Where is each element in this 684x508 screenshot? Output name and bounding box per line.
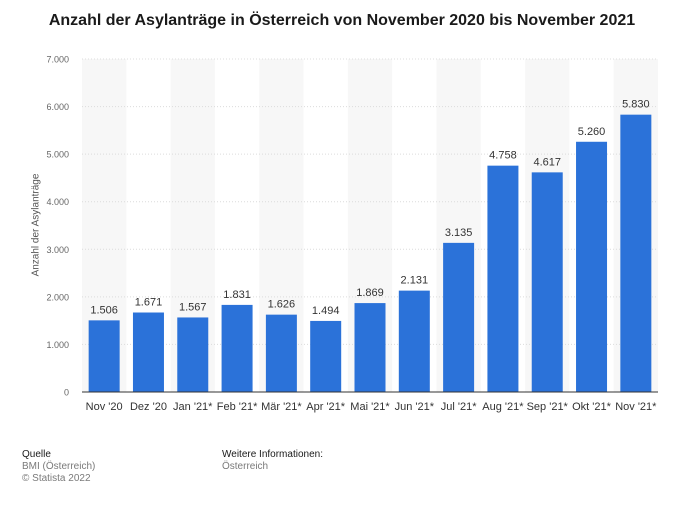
bar-value-label: 4.617	[533, 156, 561, 168]
bar-value-label: 1.869	[356, 287, 384, 299]
y-axis-title-area: Anzahl der Asylanträge	[16, 58, 56, 392]
bar-value-label: 5.260	[578, 126, 606, 138]
bar	[398, 290, 430, 392]
bar	[132, 312, 164, 392]
x-tick-label: Apr '21*	[306, 401, 346, 413]
bar-chart: 0 1.000 2.000 3.000 4.000 5.000 6.000 7.000 1.50…	[46, 55, 658, 413]
x-tick-label: Dez '20	[130, 401, 167, 413]
y-tick-label: 1.000	[46, 340, 69, 350]
bar	[576, 141, 608, 392]
bar	[443, 242, 475, 392]
x-tick-label: Sep '21*	[527, 401, 569, 413]
x-tick-label: Feb '21*	[217, 401, 258, 413]
source-line: BMI (Österreich)	[22, 461, 96, 472]
y-tick-label: 2.000	[46, 292, 69, 302]
chart-title: Anzahl der Asylanträge in Österreich von…	[48, 12, 636, 29]
x-tick-label: Mai '21*	[350, 401, 390, 413]
x-tick-label: Okt '21*	[572, 401, 612, 413]
info-heading: Weitere Informationen:	[222, 449, 323, 460]
bar-value-label: 1.494	[312, 305, 340, 317]
bar	[310, 320, 342, 392]
y-tick-label: 7.000	[46, 55, 69, 65]
bar-value-label: 4.758	[489, 150, 517, 162]
x-tick-label: Aug '21*	[482, 401, 524, 413]
bar	[265, 314, 297, 392]
y-axis-title: Anzahl der Asylanträge	[30, 173, 42, 277]
bar	[88, 320, 120, 392]
info-block: Weitere Informationen: Österreich	[222, 449, 323, 473]
bar	[620, 114, 652, 392]
x-tick-label: Mär '21*	[261, 401, 302, 413]
x-tick-label: Nov '20	[86, 401, 123, 413]
bar-value-label: 3.135	[445, 227, 473, 239]
bar-value-label: 1.831	[223, 289, 251, 301]
bar-value-label: 1.567	[179, 301, 207, 313]
bar-value-label: 5.830	[622, 99, 650, 111]
bar	[487, 165, 519, 392]
bar-value-label: 2.131	[401, 275, 429, 287]
bar	[221, 304, 253, 392]
source-heading: Quelle	[22, 449, 51, 460]
x-tick-label: Jul '21*	[441, 401, 477, 413]
x-tick-label: Jun '21*	[395, 401, 435, 413]
bar	[354, 303, 386, 392]
bar	[531, 172, 563, 392]
y-tick-label: 0	[64, 388, 69, 398]
y-tick-label: 5.000	[46, 150, 69, 160]
x-tick-label: Jan '21*	[173, 401, 213, 413]
y-tick-label: 3.000	[46, 245, 69, 255]
copyright-line: © Statista 2022	[22, 473, 91, 484]
info-line: Österreich	[222, 461, 269, 472]
bar-value-label: 1.506	[90, 304, 118, 316]
y-tick-label: 6.000	[46, 102, 69, 112]
bar-value-label: 1.671	[135, 297, 163, 309]
y-tick-label: 4.000	[46, 197, 69, 207]
bar	[177, 317, 209, 392]
x-tick-label: Nov '21*	[615, 401, 657, 413]
bar-value-label: 1.626	[268, 299, 296, 311]
source-block: Quelle BMI (Österreich) © Statista 2022	[22, 449, 95, 485]
